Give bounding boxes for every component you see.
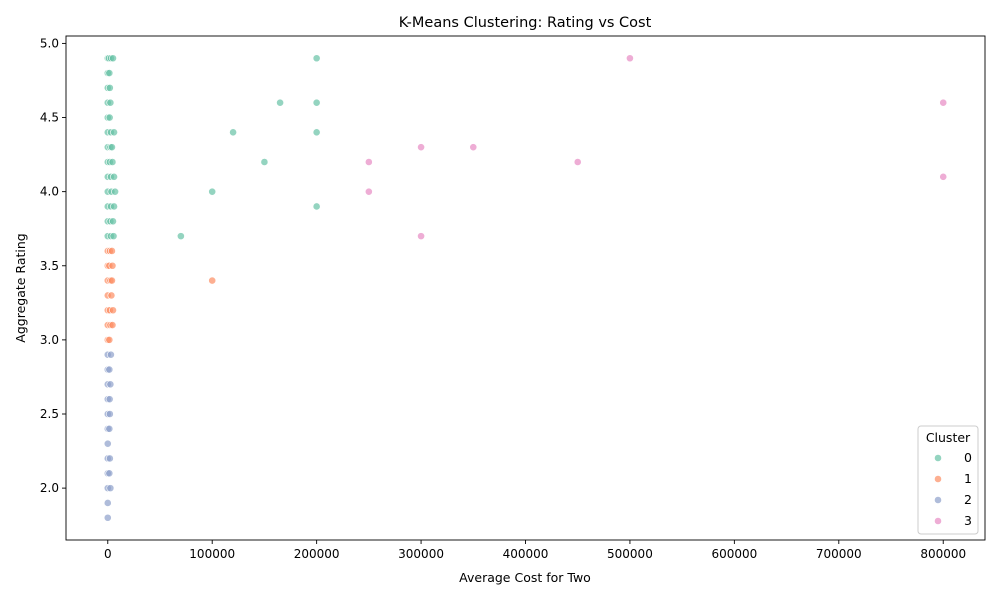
x-tick-label: 600000 xyxy=(711,547,757,561)
y-tick-label: 2.5 xyxy=(40,407,59,421)
cluster-2-point xyxy=(103,499,112,507)
cluster-0-point xyxy=(108,158,117,166)
cluster-0-point xyxy=(105,69,114,77)
cluster-2-point xyxy=(106,380,115,389)
legend-items: 0 1 2 3 xyxy=(934,450,972,528)
cluster-0-point xyxy=(110,202,118,211)
cluster-0-point xyxy=(109,232,118,241)
cluster-0-point xyxy=(176,232,185,241)
legend-box xyxy=(917,425,979,535)
cluster-1-point xyxy=(108,261,117,270)
cluster-2-point xyxy=(105,365,114,374)
cluster-0-point xyxy=(109,217,117,226)
legend-marker-3 xyxy=(934,517,942,525)
x-tick-label: 100000 xyxy=(189,547,235,561)
cluster-0-point xyxy=(105,113,114,122)
cluster-0-point xyxy=(229,128,237,137)
cluster-0-point xyxy=(109,54,117,63)
cluster-2-point xyxy=(103,513,112,522)
cluster-3-point xyxy=(364,158,373,166)
legend-marker-0 xyxy=(934,454,942,462)
cluster-3-point xyxy=(939,172,948,181)
y-tick-label: 5.0 xyxy=(40,36,59,50)
legend-marker-1 xyxy=(934,475,942,483)
legend: Cluster 0 1 2 3 xyxy=(917,425,979,535)
cluster-3-point xyxy=(626,54,634,63)
x-tick-label: 200000 xyxy=(294,547,340,561)
cluster-2-point xyxy=(105,410,114,418)
cluster-2-point xyxy=(105,424,114,433)
cluster-0-point xyxy=(108,143,116,152)
cluster-1-point xyxy=(108,276,116,285)
cluster-3-point xyxy=(364,187,373,196)
legend-title: Cluster xyxy=(926,430,971,445)
y-tick-label: 3.0 xyxy=(40,333,59,347)
cluster-0-point xyxy=(312,202,321,211)
plot-area xyxy=(65,35,986,541)
cluster-1-point xyxy=(107,291,116,300)
y-tick-label: 4.0 xyxy=(40,185,59,199)
cluster-0-point xyxy=(106,98,115,107)
cluster-0-point xyxy=(208,187,217,196)
cluster-0-point xyxy=(260,158,269,166)
y-tick-label: 4.5 xyxy=(40,111,59,125)
cluster-0-point xyxy=(111,187,119,196)
x-tick-label: 700000 xyxy=(816,547,862,561)
cluster-2-point xyxy=(103,439,112,448)
cluster-1-point xyxy=(208,276,217,285)
cluster-1-point xyxy=(108,247,116,255)
legend-label-0: 0 xyxy=(964,450,972,465)
chart-title: K-Means Clustering: Rating vs Cost xyxy=(399,15,652,31)
legend-label-2: 2 xyxy=(964,492,972,507)
cluster-0-point xyxy=(312,54,321,63)
x-tick-label: 300000 xyxy=(398,547,444,561)
cluster-0-point xyxy=(312,128,321,137)
data-points xyxy=(103,54,948,522)
cluster-0-point xyxy=(110,128,118,137)
x-axis-label: Average Cost for Two xyxy=(459,570,591,585)
cluster-2-point xyxy=(107,350,115,359)
cluster-3-point xyxy=(573,158,582,166)
cluster-3-point xyxy=(939,98,948,107)
cluster-3-point xyxy=(417,232,425,241)
cluster-1-point xyxy=(108,321,117,329)
x-tick-label: 0 xyxy=(104,547,112,561)
cluster-0-point xyxy=(110,172,118,181)
y-axis-label: Aggregate Rating xyxy=(13,233,28,342)
x-tick-label: 400000 xyxy=(503,547,549,561)
cluster-0-point xyxy=(276,98,284,107)
cluster-2-point xyxy=(105,469,114,478)
y-axis-ticks: 2.0 2.5 3.0 3.5 4.0 4.5 5.0 xyxy=(40,36,66,495)
x-tick-label: 500000 xyxy=(607,547,653,561)
x-tick-label: 800000 xyxy=(920,547,966,561)
cluster-0-point xyxy=(312,98,321,107)
cluster-2-point xyxy=(105,454,114,463)
y-tick-label: 3.5 xyxy=(40,259,59,273)
legend-label-3: 3 xyxy=(964,513,972,528)
cluster-3-point xyxy=(469,143,478,152)
cluster-1-point xyxy=(109,306,117,315)
y-tick-label: 2.0 xyxy=(40,481,59,495)
cluster-2-point xyxy=(106,484,115,493)
x-axis-ticks: 0 100000 200000 300000 400000 500000 600000 700… xyxy=(104,540,966,561)
cluster-3-point xyxy=(417,143,425,152)
cluster-0-point xyxy=(105,83,114,92)
cluster-2-point xyxy=(105,395,114,404)
cluster-1-point xyxy=(105,335,114,344)
legend-label-1: 1 xyxy=(964,471,972,486)
legend-marker-2 xyxy=(934,496,942,504)
